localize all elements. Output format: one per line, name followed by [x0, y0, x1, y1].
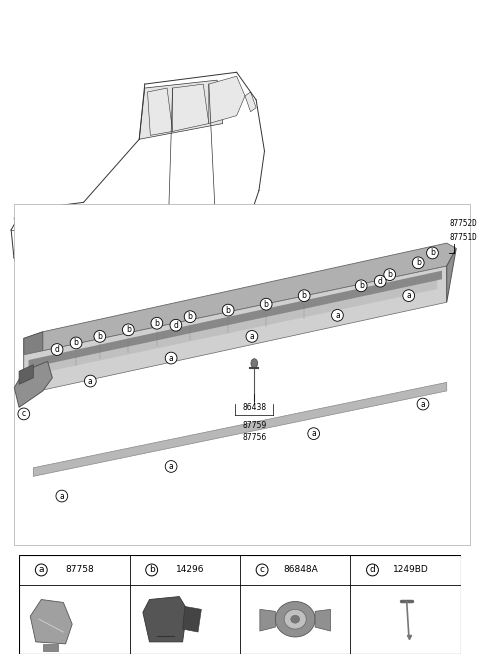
Text: b: b: [226, 306, 230, 315]
Text: d: d: [55, 345, 60, 354]
Circle shape: [276, 602, 315, 637]
Circle shape: [203, 281, 215, 297]
Text: b: b: [97, 332, 102, 341]
Text: b: b: [416, 258, 420, 267]
Text: a: a: [38, 566, 44, 574]
Polygon shape: [182, 606, 202, 632]
Text: 87756: 87756: [242, 433, 266, 442]
Polygon shape: [33, 279, 437, 374]
Text: c: c: [22, 409, 26, 419]
Polygon shape: [33, 382, 447, 476]
Text: b: b: [264, 300, 269, 309]
Text: 87758: 87758: [66, 566, 94, 574]
Polygon shape: [147, 88, 173, 135]
Text: 87751D: 87751D: [449, 233, 477, 242]
Text: b: b: [126, 325, 131, 334]
Text: a: a: [60, 491, 64, 501]
Text: b: b: [73, 338, 79, 348]
Polygon shape: [260, 610, 276, 631]
Text: a: a: [335, 311, 340, 320]
Text: a: a: [407, 291, 411, 300]
Circle shape: [189, 261, 228, 317]
Circle shape: [284, 610, 306, 629]
Circle shape: [196, 271, 221, 307]
Polygon shape: [44, 644, 58, 650]
Text: b: b: [149, 566, 155, 574]
Polygon shape: [245, 92, 256, 112]
Polygon shape: [24, 266, 447, 394]
Text: a: a: [312, 429, 316, 438]
Text: a: a: [250, 332, 254, 341]
FancyBboxPatch shape: [19, 555, 461, 654]
Text: d: d: [378, 277, 383, 286]
Polygon shape: [209, 76, 245, 124]
Circle shape: [64, 281, 75, 297]
Polygon shape: [24, 243, 456, 355]
Circle shape: [291, 615, 300, 623]
Circle shape: [50, 261, 89, 317]
Polygon shape: [30, 599, 72, 644]
Polygon shape: [139, 80, 223, 139]
Polygon shape: [14, 204, 470, 545]
Text: a: a: [169, 462, 173, 471]
Text: 87752D: 87752D: [449, 219, 477, 228]
Polygon shape: [14, 361, 52, 407]
Text: b: b: [302, 291, 307, 300]
Text: a: a: [88, 376, 93, 386]
Text: b: b: [155, 319, 159, 328]
Polygon shape: [29, 271, 442, 368]
Polygon shape: [143, 597, 187, 642]
Text: b: b: [188, 312, 192, 321]
Text: 86848A: 86848A: [283, 566, 318, 574]
Text: 1249BD: 1249BD: [393, 566, 429, 574]
Polygon shape: [24, 332, 43, 394]
Text: 87759: 87759: [242, 421, 266, 430]
Text: d: d: [173, 321, 178, 330]
Polygon shape: [14, 214, 34, 230]
Text: b: b: [359, 281, 364, 290]
Circle shape: [251, 359, 258, 368]
Polygon shape: [173, 84, 209, 131]
Text: d: d: [370, 566, 375, 574]
Text: b: b: [430, 248, 435, 258]
Circle shape: [57, 271, 82, 307]
Text: a: a: [169, 353, 173, 363]
Text: 86438: 86438: [242, 403, 266, 412]
Text: c: c: [260, 566, 264, 574]
Polygon shape: [28, 242, 228, 273]
Text: a: a: [420, 399, 425, 409]
Polygon shape: [19, 365, 33, 384]
Text: 14296: 14296: [176, 566, 204, 574]
Polygon shape: [447, 248, 456, 302]
Text: b: b: [387, 270, 392, 279]
Polygon shape: [315, 610, 331, 631]
